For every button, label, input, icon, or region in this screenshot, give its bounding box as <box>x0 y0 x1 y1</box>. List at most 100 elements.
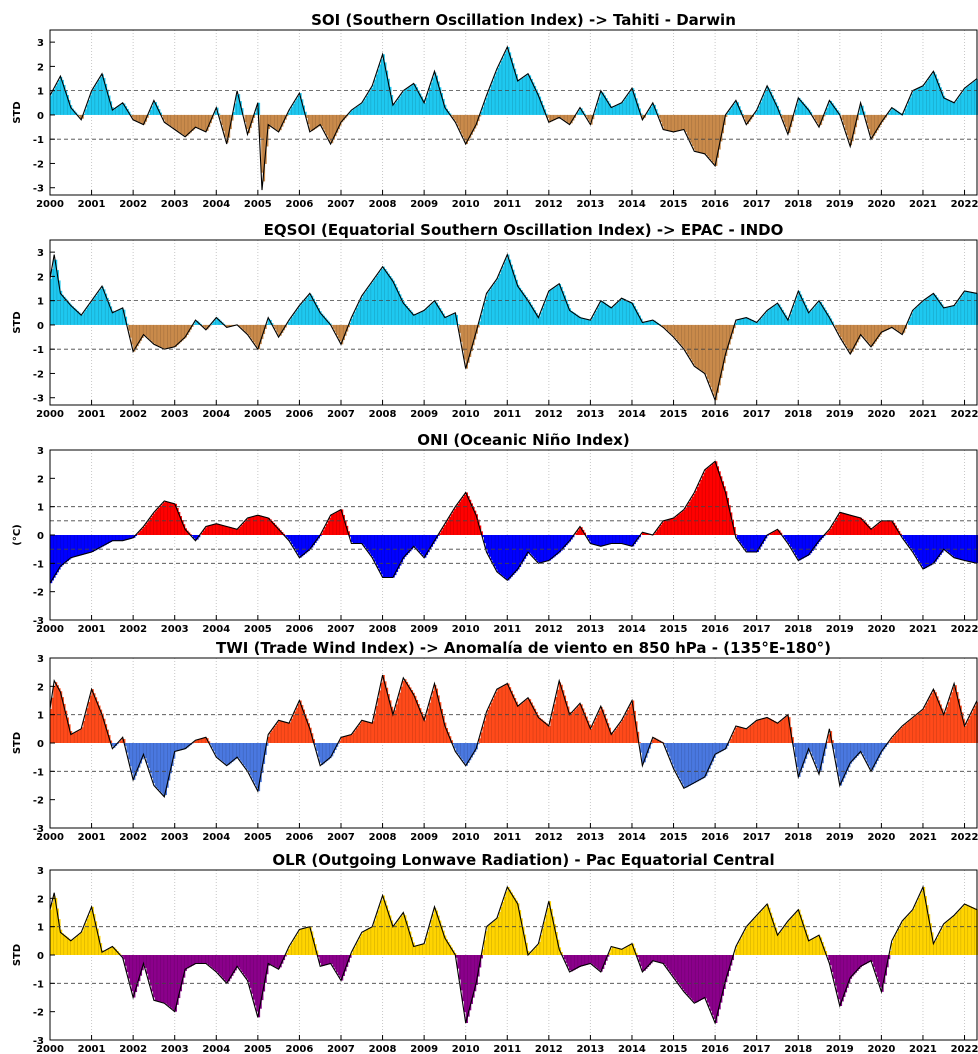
area-bar <box>595 535 598 545</box>
area-bar <box>422 716 425 743</box>
area-bar <box>693 114 696 150</box>
area-bar <box>171 502 174 535</box>
area-bar <box>114 949 118 955</box>
area-bar <box>114 108 118 115</box>
area-bar <box>941 304 944 325</box>
area-bar <box>927 914 931 955</box>
area-bar <box>941 928 944 955</box>
area-bar <box>50 278 53 325</box>
area-bar <box>886 324 889 330</box>
area-bar <box>329 114 332 142</box>
area-bar <box>971 83 974 115</box>
area-bar <box>838 955 841 1000</box>
area-bar <box>53 89 56 115</box>
area-bar <box>721 481 725 535</box>
area-bar <box>640 743 643 753</box>
area-bar <box>753 918 756 955</box>
area-bar <box>580 704 583 743</box>
area-bar <box>121 103 124 115</box>
area-bar <box>424 310 427 325</box>
area-bar <box>587 955 590 965</box>
area-bar <box>663 324 666 328</box>
area-bar <box>738 106 741 115</box>
area-bar <box>555 931 558 955</box>
area-bar <box>113 312 116 325</box>
area-bar <box>816 743 819 769</box>
area-bar <box>219 955 222 976</box>
area-bar <box>450 514 453 535</box>
area-bar <box>237 955 241 968</box>
area-bar <box>889 951 892 955</box>
area-bar <box>730 108 733 115</box>
area-bar <box>241 743 244 763</box>
area-bar <box>317 955 320 957</box>
x-tick-label: 2001 <box>78 832 106 843</box>
area-bar <box>192 742 196 743</box>
area-bar <box>292 314 296 325</box>
area-bar <box>631 303 635 325</box>
area-bar <box>306 535 309 553</box>
area-bar <box>71 306 74 325</box>
area-bar <box>779 931 783 955</box>
area-bar <box>178 114 181 132</box>
area-bar <box>725 955 728 983</box>
area-bar <box>329 955 332 964</box>
area-bar <box>73 535 76 557</box>
area-bar <box>864 114 868 118</box>
area-bar <box>781 929 784 955</box>
area-bar <box>294 937 297 955</box>
area-bar <box>503 896 507 955</box>
area-bar <box>339 324 342 342</box>
area-bar <box>106 297 109 325</box>
area-bar <box>527 74 530 115</box>
x-tick-label: 2015 <box>660 199 688 210</box>
area-bar <box>811 535 814 551</box>
area-bar <box>51 92 54 115</box>
area-bar <box>189 114 192 133</box>
area-bar <box>143 114 146 125</box>
area-bar <box>194 114 197 128</box>
area-bar <box>327 743 330 760</box>
area-bar <box>937 82 941 115</box>
area-bar <box>803 103 806 115</box>
area-bar <box>306 718 309 743</box>
area-bar <box>592 955 595 965</box>
chart-title: OLR (Outgoing Lonwave Radiation) - Pac E… <box>272 851 774 869</box>
area-bar <box>261 743 264 774</box>
area-bar <box>257 515 261 535</box>
area-bar <box>547 114 550 118</box>
area-bar <box>256 107 259 115</box>
area-bar <box>292 535 296 547</box>
area-bar <box>575 314 578 325</box>
area-bar <box>369 535 372 554</box>
area-bar <box>663 114 666 130</box>
area-bar <box>545 914 548 955</box>
area-bar <box>941 91 944 115</box>
area-bar <box>380 682 384 743</box>
area-bar <box>88 535 91 553</box>
area-bar <box>946 99 949 115</box>
x-tick-label: 2008 <box>369 199 397 210</box>
area-bar <box>721 743 725 751</box>
area-bar <box>334 513 337 535</box>
area-bar <box>874 324 878 342</box>
area-bar <box>118 742 121 743</box>
area-bar <box>271 730 274 743</box>
area-bar <box>888 955 891 960</box>
area-bar <box>510 535 513 577</box>
area-bar <box>575 532 578 535</box>
area-bar <box>967 535 971 562</box>
area-bar <box>745 535 748 551</box>
area-bar <box>558 114 562 118</box>
area-bar <box>154 955 158 1001</box>
area-bar <box>600 92 603 115</box>
area-bar <box>390 278 394 325</box>
area-bar <box>794 743 798 758</box>
area-bar <box>447 942 450 955</box>
area-bar <box>227 526 231 535</box>
area-bar <box>254 955 257 1006</box>
area-bar <box>947 535 951 553</box>
area-bar <box>153 513 156 535</box>
area-bar <box>705 114 708 155</box>
area-bar <box>217 113 221 115</box>
